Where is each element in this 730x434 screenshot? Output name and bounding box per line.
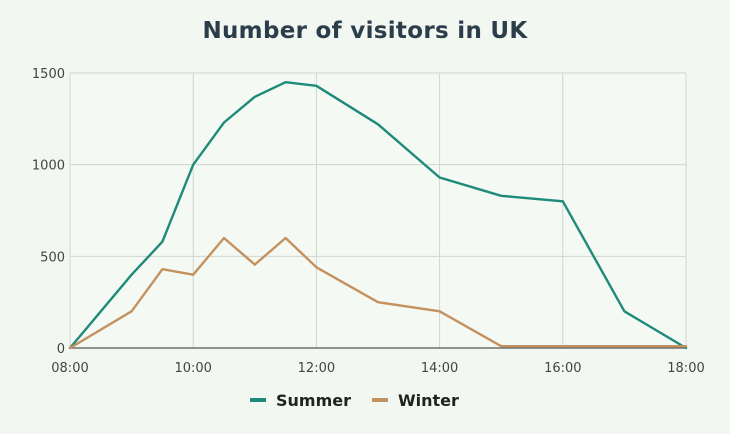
- legend[interactable]: Summer Winter: [250, 391, 459, 410]
- chart-title: Number of visitors in UK: [202, 18, 528, 44]
- series-line-summer: [68, 80, 688, 350]
- legend-label: Winter: [398, 391, 459, 410]
- series-lines: [68, 80, 688, 350]
- x-tick-label: 14:00: [421, 361, 458, 376]
- x-tick-label: 10:00: [174, 361, 211, 376]
- x-tick-label: 12:00: [298, 361, 335, 376]
- y-tick-label: 500: [40, 250, 65, 265]
- x-tick-label: 16:00: [544, 361, 581, 376]
- y-tick-label: 0: [57, 342, 65, 357]
- y-tick-label: 1000: [32, 159, 65, 174]
- legend-item-summer[interactable]: Summer: [250, 391, 351, 410]
- legend-item-winter[interactable]: Winter: [372, 391, 459, 410]
- series-line-winter: [68, 236, 688, 350]
- y-tick-label: 1500: [32, 67, 65, 82]
- plot-area: [70, 73, 686, 348]
- x-tick-label: 18:00: [667, 361, 704, 376]
- x-tick-label: 08:00: [51, 361, 88, 376]
- x-tick-labels: 08:00 10:00 12:00 14:00 16:00 18:00: [51, 361, 704, 376]
- legend-label: Summer: [276, 391, 351, 410]
- y-tick-labels: 0 500 1000 1500: [32, 67, 65, 357]
